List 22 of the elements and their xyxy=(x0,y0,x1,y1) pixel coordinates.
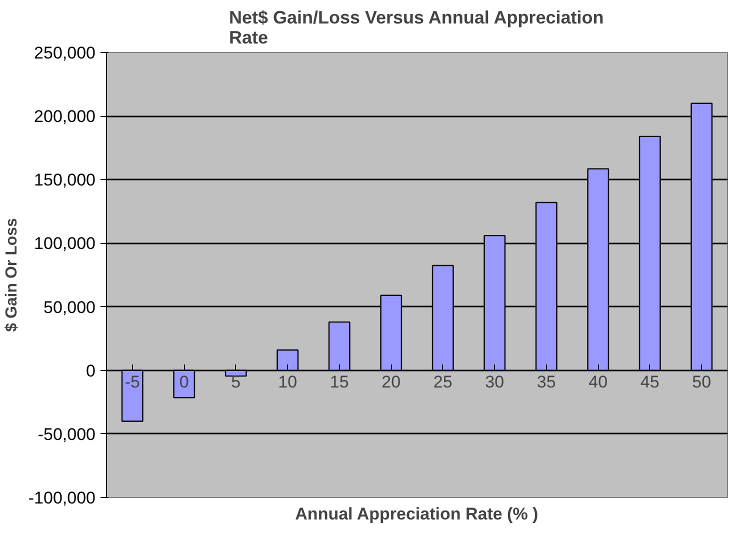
x-tick-label: 20 xyxy=(382,372,401,392)
x-tick-label: 10 xyxy=(278,372,298,392)
chart-title: Net$ Gain/Loss Versus Annual Appreciation Rate xyxy=(228,8,604,48)
x-tick-label: -5 xyxy=(124,372,140,392)
x-tick-label: 30 xyxy=(485,372,504,392)
y-tick-label: 200,000 xyxy=(34,107,96,126)
x-tick-label: 40 xyxy=(588,372,608,392)
y-tick-label: -100,000 xyxy=(28,488,96,508)
x-axis-title: Annual Appreciation Rate (% ) xyxy=(295,504,538,524)
x-tick-label: 50 xyxy=(692,372,712,392)
y-tick-label: 100,000 xyxy=(34,234,96,254)
y-tick-label: 150,000 xyxy=(34,170,96,190)
x-tick-label: 15 xyxy=(330,372,349,392)
y-tick-label: 50,000 xyxy=(44,298,96,317)
y-tick-label: 250,000 xyxy=(34,44,96,62)
y-axis-title: $ Gain Or Loss xyxy=(3,218,20,332)
x-tick-label: 35 xyxy=(536,372,556,392)
x-tick-label: 45 xyxy=(640,372,660,392)
y-tick-label: -50,000 xyxy=(38,424,96,444)
x-tick-label: 0 xyxy=(179,372,189,392)
x-tick-label: 5 xyxy=(231,372,241,392)
x-tick-label: 25 xyxy=(433,372,452,392)
